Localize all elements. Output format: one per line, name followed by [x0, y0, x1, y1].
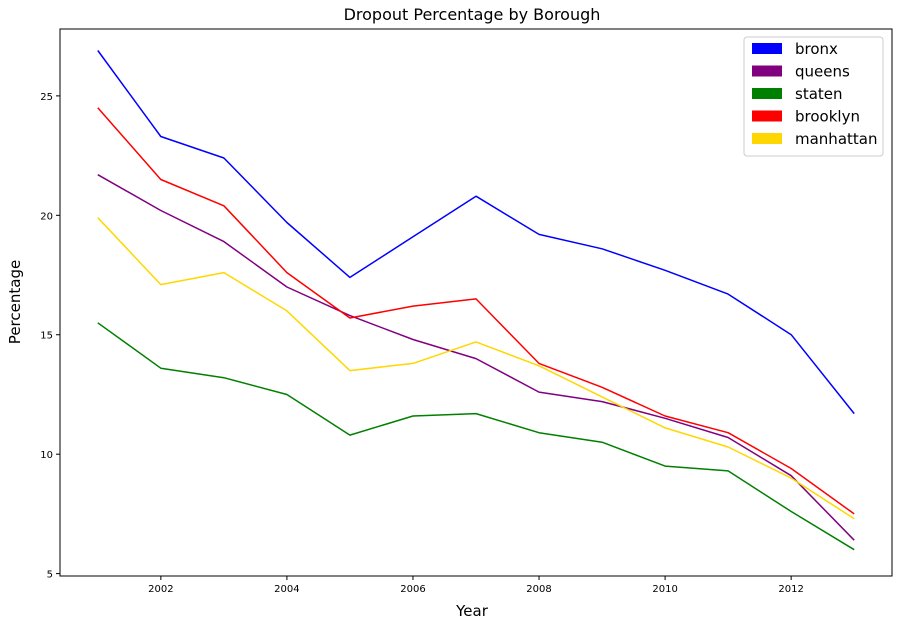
legend-label-brooklyn: brooklyn: [795, 108, 860, 126]
y-tick-label: 25: [40, 92, 53, 103]
x-tick-label: 2002: [148, 584, 173, 595]
x-tick-label: 2004: [274, 584, 299, 595]
legend-swatch-bronx: [752, 43, 782, 54]
legend-label-manhattan: manhattan: [795, 130, 877, 148]
legend: bronx queens staten brooklyn manhattan: [743, 36, 884, 157]
x-tick-label: 2006: [400, 584, 425, 595]
x-axis-label: Year: [455, 602, 489, 620]
legend-swatch-manhattan: [752, 133, 782, 144]
series-line-bronx: [97, 50, 855, 415]
legend-label-staten: staten: [795, 85, 843, 103]
legend-swatch-queens: [752, 65, 782, 77]
y-tick-label: 20: [40, 211, 53, 222]
y-axis-label: Percentage: [6, 260, 24, 344]
chart-title: Dropout Percentage by Borough: [344, 5, 601, 24]
x-tick-label: 2010: [652, 584, 677, 595]
series-line-staten: [97, 322, 855, 551]
y-tick-label: 10: [40, 450, 53, 461]
legend-label-queens: queens: [795, 63, 850, 81]
x-tick-label: 2012: [778, 584, 803, 595]
x-tick-label: 2008: [526, 584, 551, 595]
y-tick-label: 5: [47, 570, 53, 581]
y-tick-label: 15: [40, 331, 53, 342]
series-line-manhattan: [97, 217, 855, 520]
series-line-brooklyn: [97, 107, 855, 515]
legend-label-bronx: bronx: [795, 40, 838, 58]
series-lines: [97, 50, 855, 551]
legend-swatch-brooklyn: [752, 110, 782, 122]
series-line-queens: [97, 174, 855, 541]
plot-area: [59, 28, 893, 577]
legend-swatch-staten: [752, 88, 782, 99]
axis-ticks: 2002 2004 2006 2008 2010 2012 5 10 15 20 25: [40, 92, 804, 595]
